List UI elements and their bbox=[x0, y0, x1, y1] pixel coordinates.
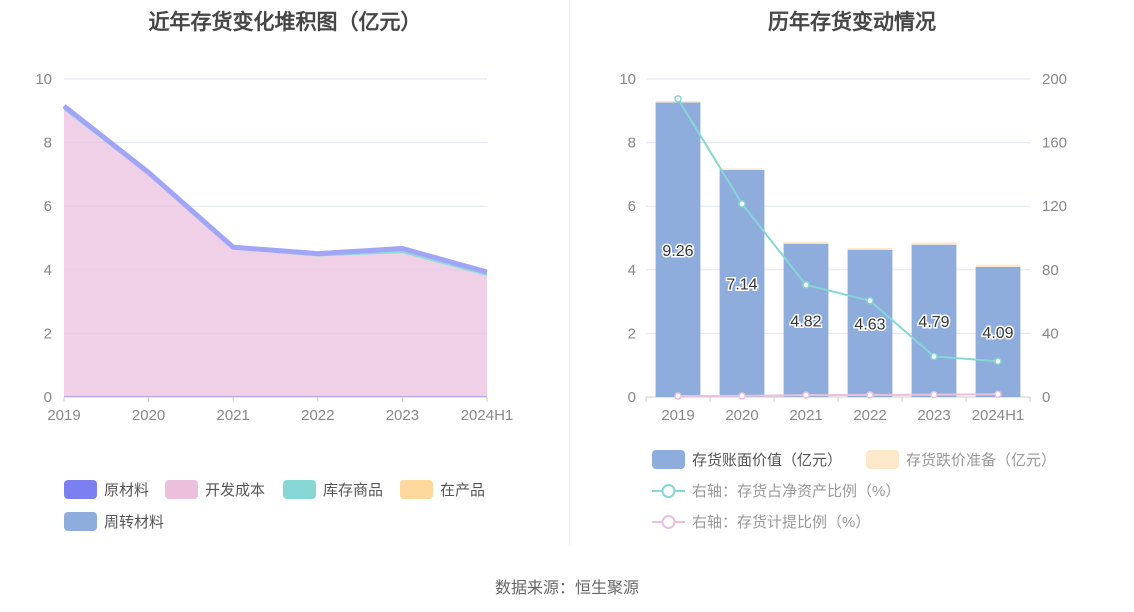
left-y-tick-label: 2 bbox=[44, 325, 52, 342]
area-开发成本 bbox=[64, 110, 487, 397]
legend-swatch-book-value bbox=[652, 450, 685, 469]
bar-book-value bbox=[911, 244, 957, 397]
bar-book-value bbox=[783, 243, 829, 397]
legend-marker-provision-ratio bbox=[661, 515, 676, 529]
point-provision-ratio bbox=[866, 391, 874, 399]
point-net-asset-ratio bbox=[930, 352, 938, 361]
left-x-tick-label: 2021 bbox=[217, 407, 250, 424]
bar-value-label: 7.14 bbox=[726, 276, 757, 293]
right-y-tick-label: 6 bbox=[628, 198, 636, 215]
bar-book-value bbox=[655, 102, 701, 398]
left-x-tick-label: 2023 bbox=[386, 407, 419, 424]
legend-swatch-provision bbox=[866, 450, 899, 469]
legend-label-provision: 存货跌价准备（亿元） bbox=[906, 452, 1056, 469]
right-y2-tick-label: 80 bbox=[1042, 262, 1059, 279]
legend-label-开发成本: 开发成本 bbox=[205, 482, 265, 499]
point-provision-ratio bbox=[738, 392, 746, 400]
line-provision-ratio bbox=[677, 393, 999, 398]
left-x-tick-label: 2019 bbox=[47, 407, 80, 424]
bar-book-value bbox=[847, 249, 893, 397]
point-net-asset-ratio bbox=[674, 95, 682, 103]
chart-divider bbox=[569, 0, 570, 545]
right-y-tick-label: 4 bbox=[628, 262, 636, 279]
point-net-asset-ratio bbox=[866, 297, 874, 305]
bar-value-label: 4.82 bbox=[790, 313, 821, 330]
line-net-asset-ratio bbox=[677, 98, 999, 363]
left-y-tick-label: 4 bbox=[44, 262, 52, 279]
right-x-tick-label: 2024H1 bbox=[972, 407, 1025, 424]
bar-value-label: 4.09 bbox=[982, 325, 1013, 342]
right-x-tick-label: 2021 bbox=[789, 407, 822, 424]
legend-label-在产品: 在产品 bbox=[440, 482, 485, 499]
bar-provision bbox=[911, 242, 957, 245]
left-x-tick-label: 2020 bbox=[132, 407, 165, 424]
right-x-tick-label: 2020 bbox=[725, 407, 758, 424]
right-y2-tick-label: 200 bbox=[1042, 71, 1067, 88]
bar-book-value bbox=[719, 169, 765, 397]
bar-value-label: 9.26 bbox=[662, 243, 693, 260]
legend-swatch-周转材料 bbox=[64, 512, 97, 531]
left-x-tick-label: 2022 bbox=[301, 407, 334, 424]
legend-label-库存商品: 库存商品 bbox=[323, 482, 383, 499]
right-x-tick-label: 2019 bbox=[661, 407, 694, 424]
point-net-asset-ratio bbox=[802, 281, 810, 289]
right-x-tick-label: 2023 bbox=[917, 407, 950, 424]
point-provision-ratio bbox=[994, 390, 1002, 399]
bar-book-value bbox=[975, 266, 1021, 397]
legend-swatch-原材料 bbox=[64, 480, 97, 499]
bar-value-label: 4.63 bbox=[854, 316, 885, 333]
legend-label-book-value: 存货账面价值（亿元） bbox=[692, 452, 842, 469]
left-x-tick-label: 2024H1 bbox=[461, 407, 514, 424]
right-x-tick-label: 2022 bbox=[853, 407, 886, 424]
point-net-asset-ratio bbox=[738, 200, 746, 208]
point-provision-ratio bbox=[930, 390, 938, 399]
legend-swatch-在产品 bbox=[400, 480, 433, 499]
bar-provision bbox=[847, 247, 893, 250]
right-y-tick-label: 8 bbox=[628, 135, 636, 152]
legend-marker-net-asset-ratio bbox=[661, 484, 676, 498]
legend-label-周转材料: 周转材料 bbox=[104, 514, 164, 531]
bar-value-label: 4.79 bbox=[918, 314, 949, 331]
right-y2-tick-label: 40 bbox=[1042, 325, 1059, 342]
point-net-asset-ratio bbox=[994, 357, 1002, 365]
left-y-tick-label: 8 bbox=[44, 135, 52, 152]
legend-label-net-asset-ratio: 右轴：存货占净资产比例（%） bbox=[692, 483, 900, 500]
point-provision-ratio bbox=[674, 392, 682, 400]
right-y2-tick-label: 120 bbox=[1042, 198, 1067, 215]
left-chart-title: 近年存货变化堆积图（亿元） bbox=[148, 11, 422, 34]
right-y-tick-label: 0 bbox=[628, 389, 636, 406]
data-source: 数据来源：恒生聚源 bbox=[494, 580, 639, 597]
left-y-tick-label: 6 bbox=[44, 198, 52, 215]
legend-label-provision-ratio: 右轴：存货计提比例（%） bbox=[692, 514, 870, 531]
stack-top-line bbox=[62, 104, 488, 275]
bar-provision bbox=[783, 241, 829, 244]
bar-provision bbox=[719, 168, 765, 170]
legend-swatch-开发成本 bbox=[165, 480, 198, 499]
right-y2-tick-label: 0 bbox=[1042, 389, 1050, 406]
right-y-tick-label: 10 bbox=[619, 71, 636, 88]
left-y-tick-label: 10 bbox=[35, 71, 52, 88]
area-原材料 bbox=[64, 396, 487, 397]
legend-label-原材料: 原材料 bbox=[104, 482, 149, 499]
point-provision-ratio bbox=[802, 391, 810, 399]
left-y-tick-label: 0 bbox=[44, 389, 52, 406]
right-chart-title: 历年存货变动情况 bbox=[768, 11, 936, 34]
right-y-tick-label: 2 bbox=[628, 325, 636, 342]
legend-swatch-库存商品 bbox=[283, 480, 316, 499]
bar-provision bbox=[975, 264, 1021, 267]
right-y2-tick-label: 160 bbox=[1042, 135, 1067, 152]
